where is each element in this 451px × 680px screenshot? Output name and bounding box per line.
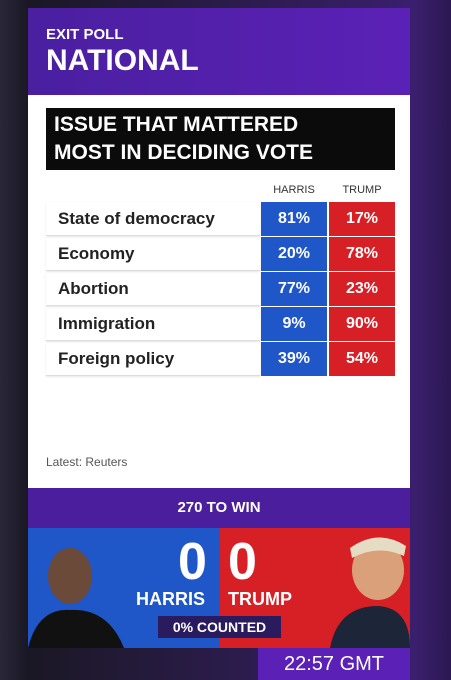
table-row: State of democracy 81% 17% bbox=[46, 202, 395, 237]
header-panel: EXIT POLL NATIONAL bbox=[28, 8, 410, 95]
question-box: ISSUE THAT MATTERED MOST IN DECIDING VOT… bbox=[46, 108, 395, 170]
trump-share: 17% bbox=[329, 202, 395, 236]
issue-label: Economy bbox=[46, 237, 260, 271]
portrait bbox=[28, 548, 124, 648]
question-line: MOST IN DECIDING VOTE bbox=[54, 141, 314, 164]
table-row: Economy 20% 78% bbox=[46, 237, 395, 272]
harris-share: 77% bbox=[261, 272, 327, 306]
clock: 22:57 GMT bbox=[258, 648, 410, 680]
trump-share: 90% bbox=[329, 307, 395, 341]
counted: 0% COUNTED bbox=[158, 616, 281, 638]
question-line: ISSUE THAT MATTERED bbox=[54, 113, 299, 136]
column-header: HARRIS bbox=[273, 184, 315, 196]
harris-share: 20% bbox=[261, 237, 327, 271]
source: Latest: Reuters bbox=[46, 455, 128, 469]
table-row: Abortion 77% 23% bbox=[46, 272, 395, 307]
trump-name: TRUMP bbox=[228, 589, 292, 609]
title: NATIONAL bbox=[46, 44, 199, 77]
harris-share: 9% bbox=[261, 307, 327, 341]
trump-share: 54% bbox=[329, 342, 395, 376]
trump-share: 23% bbox=[329, 272, 395, 306]
trump-share: 78% bbox=[329, 237, 395, 271]
harris-votes: 0 bbox=[178, 533, 207, 591]
harris-share: 39% bbox=[261, 342, 327, 376]
issue-label: Foreign policy bbox=[46, 342, 260, 376]
harris-share: 81% bbox=[261, 202, 327, 236]
trump-votes: 0 bbox=[228, 533, 257, 591]
issue-label: State of democracy bbox=[46, 202, 260, 236]
card: ISSUE THAT MATTERED MOST IN DECIDING VOT… bbox=[28, 95, 410, 488]
table-row: Immigration 9% 90% bbox=[46, 307, 395, 342]
issue-label: Immigration bbox=[46, 307, 260, 341]
harris-name: HARRIS bbox=[136, 589, 206, 609]
table-row: Foreign policy 39% 54% bbox=[46, 342, 395, 377]
issue-label: Abortion bbox=[46, 272, 260, 306]
portrait bbox=[330, 537, 410, 648]
banner: 270 TO WIN bbox=[28, 488, 410, 528]
kicker: EXIT POLL bbox=[46, 26, 124, 43]
column-header: TRUMP bbox=[342, 184, 382, 196]
